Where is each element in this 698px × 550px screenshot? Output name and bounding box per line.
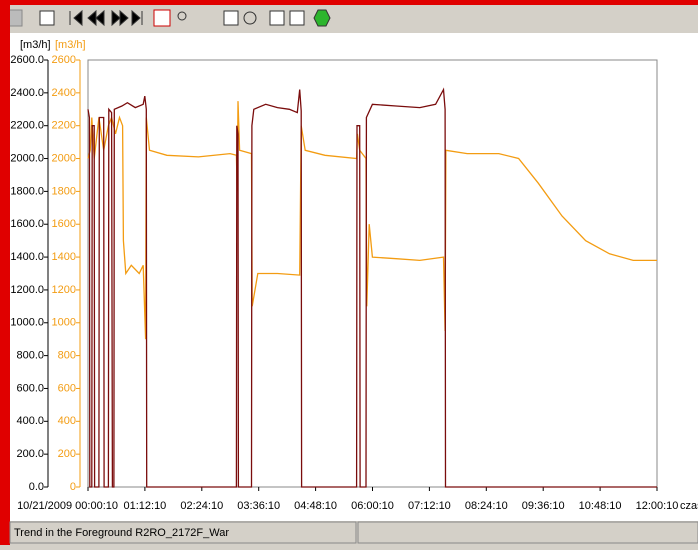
x-tick-label: 03:36:10 [237, 500, 280, 512]
ruler-left-button[interactable] [269, 10, 285, 26]
y2-axis-label: [m3/h] [55, 39, 86, 51]
y-tick-label: 2400.0 [10, 87, 44, 99]
status-bar [9, 521, 357, 544]
x-tick-label: 10/21/2009 00:00:10 [17, 500, 118, 512]
trend-button[interactable] [223, 10, 239, 26]
plot-area [87, 59, 658, 488]
first-button[interactable] [69, 9, 83, 27]
y2-tick-label: 800 [58, 350, 76, 362]
y-tick-label: 400.0 [16, 415, 44, 427]
y2-tick-label: 1600 [52, 218, 76, 230]
prev-button[interactable] [87, 9, 105, 27]
x-tick-label: 08:24:10 [465, 500, 508, 512]
x-tick-label: 10:48:10 [579, 500, 622, 512]
status-text: Trend in the Foreground R2RO_2172F_War [14, 527, 229, 539]
top-border [0, 0, 698, 5]
toolbar-icons [7, 9, 331, 27]
ruler-right-button[interactable] [289, 10, 305, 26]
y-tick-label: 200.0 [16, 448, 44, 460]
status-bar-right [357, 521, 698, 544]
y-tick-label: 800.0 [16, 350, 44, 362]
y2-tick-label: 1400 [52, 251, 76, 263]
table-button[interactable] [39, 10, 55, 26]
y-tick-label: 2200.0 [10, 120, 44, 132]
y2-tick-label: 1000 [52, 317, 76, 329]
y2-tick-label: 1200 [52, 284, 76, 296]
y-axis-label: [m3/h] [20, 39, 51, 51]
series-line [87, 87, 657, 488]
y2-tick-label: 200 [58, 448, 76, 460]
x-tick-label: 12:00:10 [636, 500, 679, 512]
x-tick-label: 06:00:10 [351, 500, 394, 512]
x-tick-label: 01:12:10 [123, 500, 166, 512]
x-axis-label: czas [680, 500, 698, 512]
start-button[interactable] [313, 9, 331, 27]
y2-tick-label: 1800 [52, 185, 76, 197]
y-tick-label: 2000.0 [10, 152, 44, 164]
y2-tick-label: 400 [58, 415, 76, 427]
y-tick-label: 1200.0 [10, 284, 44, 296]
next-button[interactable] [111, 9, 129, 27]
y2-tick-label: 2400 [52, 87, 76, 99]
y-tick-label: 1000.0 [10, 317, 44, 329]
y-tick-label: 600.0 [16, 382, 44, 394]
y-tick-label: 1600.0 [10, 218, 44, 230]
y-tick-label: 1800.0 [10, 185, 44, 197]
original-size-button[interactable] [195, 12, 209, 24]
y2-tick-label: 600 [58, 382, 76, 394]
zoom-button[interactable] [177, 11, 187, 21]
y2-tick-label: 2000 [52, 152, 76, 164]
x-tick-label: 04:48:10 [294, 500, 337, 512]
y-tick-label: 1400.0 [10, 251, 44, 263]
left-border [0, 5, 10, 545]
x-tick-label: 09:36:10 [522, 500, 565, 512]
stop-button[interactable] [153, 9, 171, 27]
y2-tick-label: 2200 [52, 120, 76, 132]
last-button[interactable] [131, 9, 143, 27]
help-button[interactable] [7, 9, 23, 27]
x-tick-label: 02:24:10 [180, 500, 223, 512]
y2-tick-label: 2600 [52, 54, 76, 66]
clock-button[interactable] [243, 11, 257, 25]
y2-tick-label: 0 [70, 481, 76, 493]
y-tick-label: 0.0 [29, 481, 44, 493]
y-tick-label: 2600.0 [10, 54, 44, 66]
x-tick-label: 07:12:10 [408, 500, 451, 512]
toolbar [0, 5, 698, 33]
